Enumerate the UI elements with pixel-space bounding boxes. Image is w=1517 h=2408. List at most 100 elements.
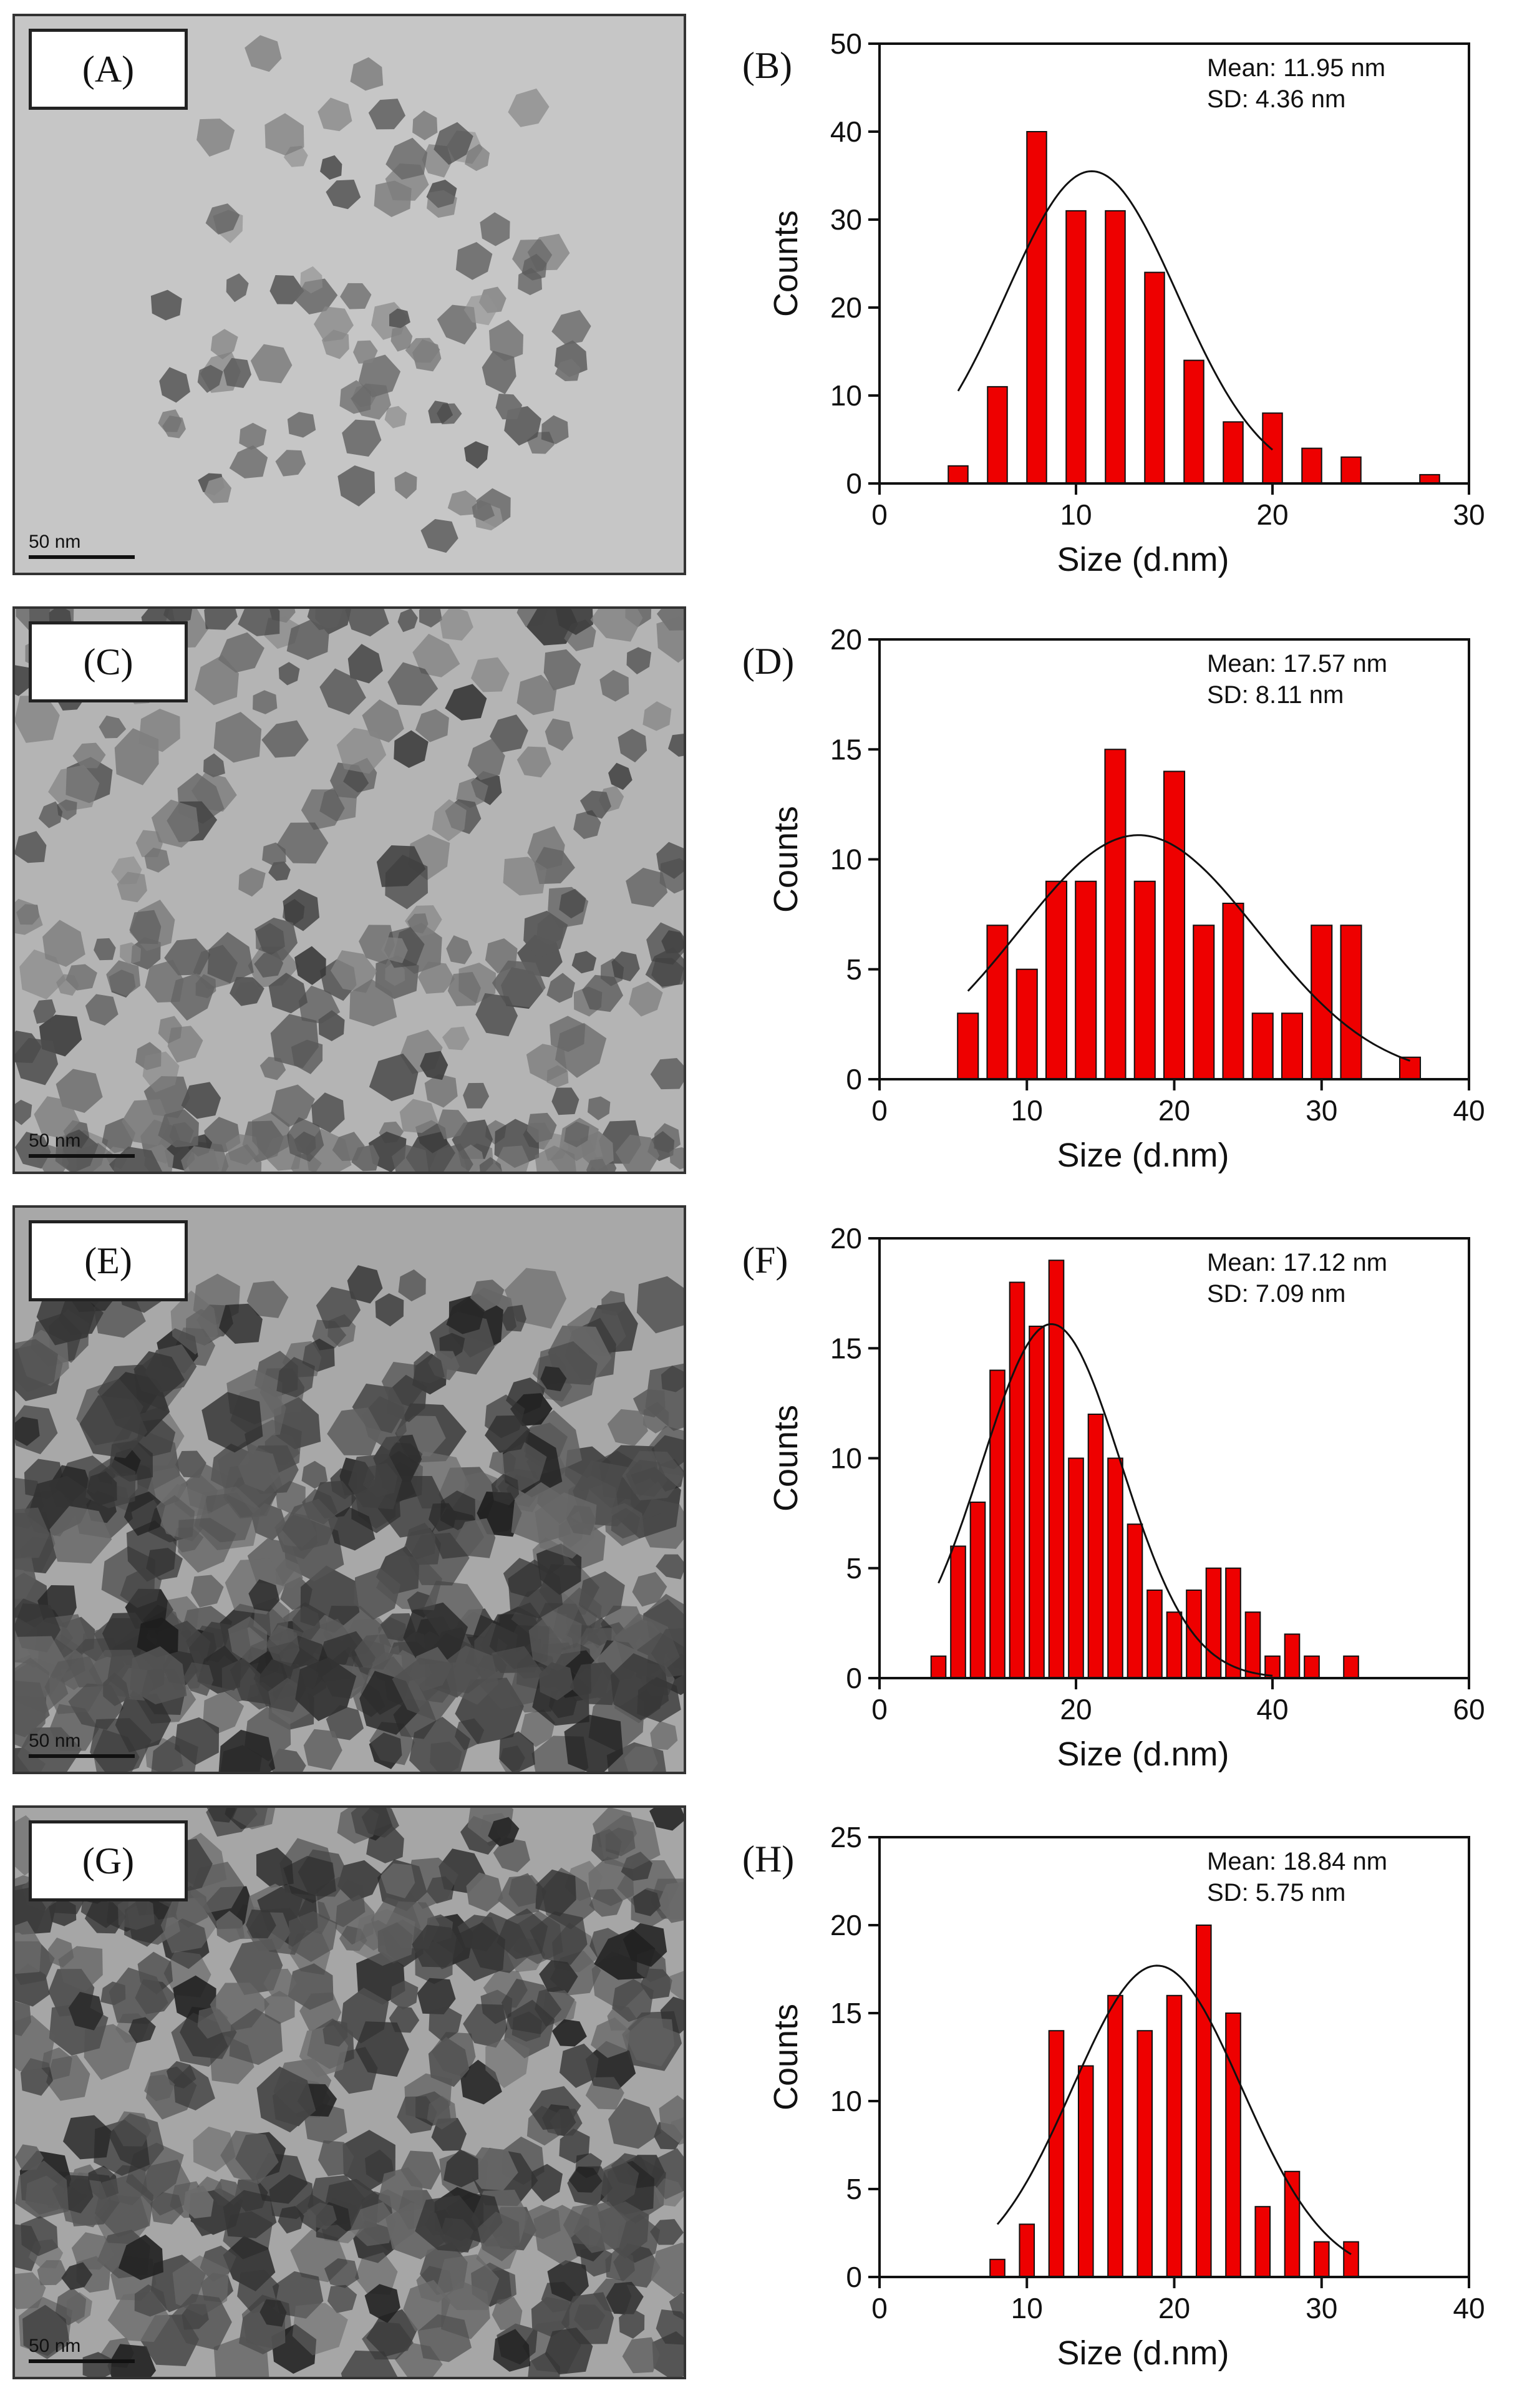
y-tick-label: 20: [830, 291, 862, 324]
histogram-bar: [1205, 1567, 1222, 1679]
histogram-bar: [1029, 1326, 1045, 1679]
histogram-bar: [1225, 2012, 1241, 2278]
mean-annotation: Mean: 17.12 nm: [1207, 1249, 1387, 1276]
histogram-bar: [1015, 968, 1038, 1080]
panel-label: (A): [82, 48, 135, 90]
y-axis-title: Counts: [767, 210, 805, 317]
histogram-svg: (B) 0 10 20 30 40 50 0 10 20 30 Size (d.nm) Counts Me…: [742, 27, 1485, 578]
scale-bar-line: [29, 555, 135, 559]
x-tick-label: 10: [1011, 2292, 1043, 2324]
histogram-bar: [930, 1655, 947, 1679]
histogram-h: (H) 0 5 10 15 20 25 0 10 20 30 40 Size (d.nm) Counts M…: [724, 1806, 1517, 2386]
histogram-bar: [1019, 2223, 1035, 2278]
histogram-bar: [1107, 1457, 1123, 1679]
histogram-bar: [1077, 2065, 1094, 2278]
histogram-bar: [948, 465, 969, 484]
y-tick-label: 10: [830, 2085, 862, 2117]
histogram-bar: [1107, 1994, 1123, 2278]
y-tick-label: 5: [846, 2173, 862, 2205]
scale-bar: 50 nm: [29, 2336, 135, 2363]
histogram-bar: [1343, 1655, 1359, 1679]
x-axis-title: Size (d.nm): [1057, 2334, 1229, 2372]
panel-label: (G): [82, 1840, 135, 1881]
histogram-bar: [1340, 925, 1362, 1080]
histogram-bar: [950, 1545, 966, 1679]
micrograph: [15, 609, 684, 1172]
panel-label-box: (E): [29, 1220, 188, 1301]
y-tick-label: 15: [830, 1997, 862, 2029]
micrograph: [15, 16, 684, 573]
mean-annotation: Mean: 11.95 nm: [1207, 54, 1385, 82]
scale-bar-label: 50 nm: [29, 1130, 81, 1151]
x-tick-label: 20: [1256, 498, 1288, 531]
sd-annotation: SD: 8.11 nm: [1207, 681, 1344, 709]
y-tick-label: 10: [830, 1442, 862, 1475]
y-tick-label: 15: [830, 1332, 862, 1364]
scale-bar: 50 nm: [29, 1130, 135, 1158]
histogram-bar: [1343, 2241, 1359, 2278]
histogram-bar: [1183, 359, 1204, 484]
y-axis-title: Counts: [767, 806, 805, 913]
x-axis-title: Size (d.nm): [1057, 541, 1229, 578]
micrograph: [15, 1208, 684, 1772]
y-tick-label: 20: [830, 623, 862, 656]
histogram-bar: [1225, 1567, 1241, 1679]
y-tick-label: 50: [830, 27, 862, 60]
x-axis-title: Size (d.nm): [1057, 1137, 1229, 1174]
histogram-bar: [1281, 1012, 1304, 1080]
y-tick-label: 5: [846, 953, 862, 986]
y-tick-label: 5: [846, 1552, 862, 1585]
tem-image-c: (C) 50 nm: [12, 606, 686, 1174]
y-tick-label: 20: [830, 1909, 862, 1941]
x-axis-title: Size (d.nm): [1057, 1736, 1229, 1773]
histogram-bar: [1340, 456, 1362, 485]
y-tick-label: 0: [846, 2261, 862, 2293]
histogram-bar: [1251, 1012, 1274, 1080]
panel-label: (B): [742, 45, 792, 86]
histogram-bar: [1104, 749, 1127, 1080]
gaussian-fit-curve: [996, 1964, 1352, 2255]
mean-annotation: Mean: 18.84 nm: [1207, 1848, 1387, 1875]
x-tick-label: 20: [1158, 2292, 1190, 2324]
histogram-bar: [1048, 2030, 1065, 2278]
y-tick-label: 10: [830, 379, 862, 412]
histogram-svg: (D) 0 5 10 15 20 0 10 20 30 40 Size (d.nm) Counts Mea…: [742, 623, 1485, 1174]
histogram-bar: [1311, 925, 1333, 1080]
scale-bar-label: 50 nm: [29, 532, 81, 552]
histogram-bar: [1087, 1414, 1104, 1679]
histogram-bar: [1137, 2030, 1153, 2278]
gaussian-fit-curve: [957, 170, 1273, 451]
x-tick-label: 20: [1158, 1094, 1190, 1127]
histogram-bar: [1166, 1611, 1183, 1679]
x-tick-label: 40: [1453, 1094, 1485, 1127]
x-tick-label: 0: [871, 1693, 888, 1726]
scale-bar-line: [29, 1154, 135, 1158]
x-tick-label: 20: [1060, 1693, 1092, 1726]
histogram-svg: (H) 0 5 10 15 20 25 0 10 20 30 40 Size (d.nm) Counts M…: [742, 1821, 1485, 2372]
histogram-bar: [1254, 2206, 1271, 2278]
x-tick-label: 40: [1453, 2292, 1485, 2324]
plot-frame: [878, 42, 1470, 485]
panel-label-box: (C): [29, 621, 188, 702]
gaussian-fit-curve: [967, 834, 1411, 1062]
x-tick-label: 10: [1011, 1094, 1043, 1127]
x-tick-label: 0: [871, 2292, 888, 2324]
histogram-bar: [1045, 880, 1068, 1080]
x-tick-label: 30: [1306, 1094, 1337, 1127]
y-tick-label: 25: [830, 1821, 862, 1853]
sd-annotation: SD: 7.09 nm: [1207, 1280, 1345, 1308]
scale-bar: 50 nm: [29, 532, 135, 559]
histogram-bar: [1166, 1994, 1183, 2278]
histogram-bar: [1075, 880, 1097, 1080]
x-tick-label: 30: [1453, 498, 1485, 531]
x-tick-label: 0: [871, 498, 888, 531]
histogram-bar: [1163, 770, 1186, 1080]
histogram-bar: [1284, 1633, 1301, 1679]
histogram-bar: [987, 386, 1008, 485]
scale-bar-line: [29, 1754, 135, 1758]
scale-bar-label: 50 nm: [29, 2336, 81, 2356]
histogram-bar: [1244, 1611, 1261, 1679]
histogram-bar: [1301, 447, 1322, 484]
histogram-bar: [1009, 1281, 1025, 1679]
histogram-svg: (F) 0 5 10 15 20 0 20 40 60 Size (d.nm) Counts Mean:…: [742, 1222, 1485, 1773]
